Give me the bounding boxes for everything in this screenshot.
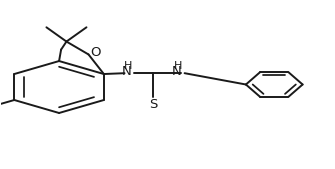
Text: O: O	[90, 46, 101, 59]
Text: S: S	[149, 98, 157, 111]
Text: H: H	[124, 61, 132, 71]
Text: N: N	[122, 65, 132, 78]
Text: H: H	[174, 61, 182, 71]
Text: N: N	[172, 65, 182, 78]
